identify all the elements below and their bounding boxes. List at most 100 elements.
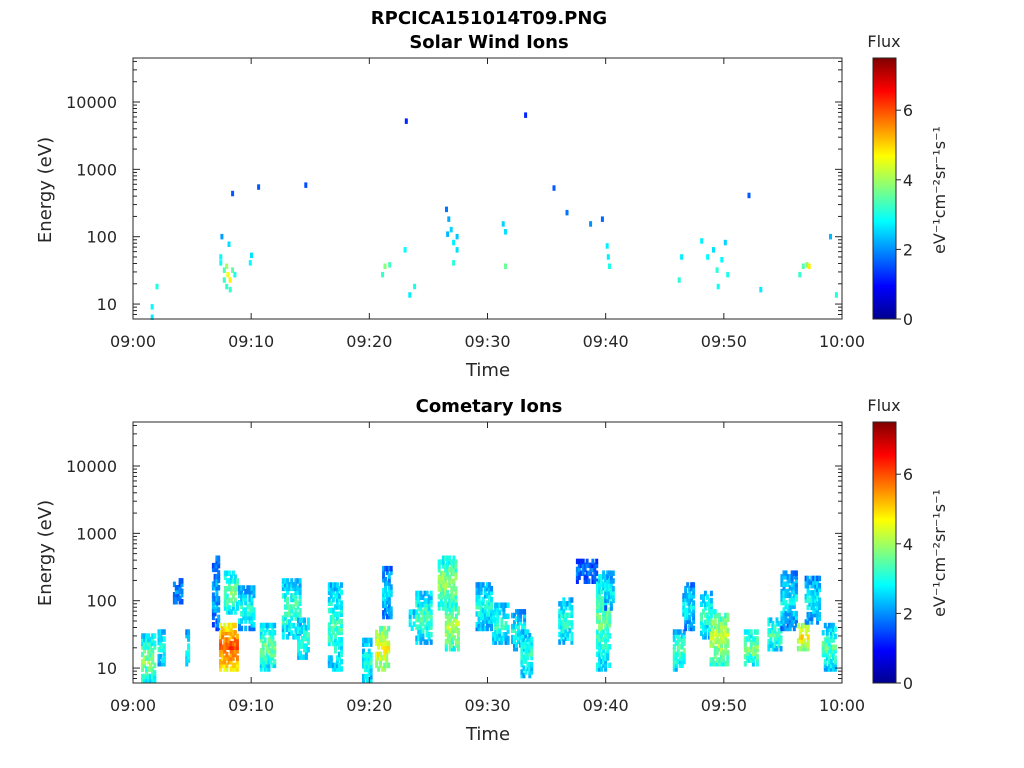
data-cell	[448, 627, 452, 634]
data-cell	[570, 604, 574, 611]
data-cell	[281, 626, 285, 633]
data-cell	[823, 651, 827, 658]
data-cell	[387, 606, 391, 612]
data-cell	[337, 637, 341, 643]
data-cell	[600, 644, 604, 650]
data-cell	[448, 617, 452, 623]
data-cell	[223, 601, 227, 607]
data-cell	[782, 581, 786, 587]
data-cell	[441, 586, 445, 592]
data-cell	[585, 570, 589, 576]
data-cell	[292, 581, 296, 588]
data-cell	[827, 655, 831, 661]
data-cell	[604, 636, 608, 643]
data-cell	[215, 555, 219, 561]
colorbar-tick-label: 0	[903, 310, 913, 329]
data-cell	[446, 631, 450, 637]
data-cell	[591, 566, 595, 573]
data-cell	[419, 624, 423, 630]
data-cell	[790, 610, 794, 617]
data-cell	[294, 585, 298, 592]
data-cell	[437, 559, 441, 565]
data-cell	[682, 629, 686, 635]
data-cell	[362, 652, 365, 658]
data-cell	[143, 673, 147, 680]
data-cell	[340, 658, 343, 665]
data-cell	[709, 590, 713, 597]
data-cell	[502, 632, 506, 638]
data-cell	[483, 625, 487, 632]
data-cell	[415, 616, 419, 623]
data-cell	[225, 570, 229, 576]
data-cell	[145, 666, 149, 672]
data-cell	[485, 582, 489, 588]
data-cell	[511, 612, 514, 619]
data-cell	[294, 630, 298, 636]
data-cell	[383, 263, 387, 269]
data-cell	[566, 601, 570, 607]
data-cell	[784, 570, 788, 576]
data-cell	[231, 190, 235, 197]
data-cell	[604, 658, 608, 665]
data-cell	[598, 644, 602, 650]
data-cell	[441, 605, 445, 611]
data-cell	[340, 637, 343, 643]
data-cell	[215, 592, 219, 598]
data-cell	[524, 112, 528, 118]
data-cell	[151, 659, 155, 665]
data-cell	[528, 651, 532, 657]
data-cell	[522, 643, 526, 650]
data-cell	[831, 622, 835, 629]
data-cell	[271, 651, 275, 658]
data-cell	[174, 592, 178, 598]
data-cell	[496, 632, 500, 638]
data-cell	[335, 596, 339, 603]
data-cell	[483, 614, 487, 621]
data-cell	[450, 563, 454, 569]
data-cell	[219, 640, 223, 647]
data-cell	[221, 630, 225, 636]
data-cell	[520, 672, 524, 679]
data-cell	[423, 616, 427, 623]
data-cell	[782, 599, 786, 606]
data-cell	[303, 628, 306, 634]
data-cell	[227, 637, 231, 643]
data-cell	[362, 677, 365, 684]
data-cell	[829, 662, 833, 669]
data-cell	[500, 621, 504, 627]
data-cell	[286, 600, 289, 606]
data-cell	[331, 611, 335, 617]
data-cell	[174, 599, 178, 605]
data-cell	[703, 634, 707, 640]
data-cell	[450, 602, 454, 608]
data-cell	[684, 625, 688, 632]
data-cell	[444, 593, 447, 600]
data-cell	[337, 593, 341, 599]
data-cell	[604, 589, 608, 596]
data-cell	[335, 604, 339, 610]
data-cell	[217, 599, 221, 606]
data-cell	[221, 648, 225, 654]
cometary-ylabel: Energy (eV)	[35, 500, 56, 606]
data-cell	[365, 666, 369, 673]
data-cell	[585, 558, 589, 565]
data-cell	[747, 192, 751, 199]
data-cell	[608, 263, 611, 269]
data-cell	[298, 608, 302, 614]
data-cell	[450, 590, 454, 596]
data-cell	[335, 618, 339, 625]
colorbar-tick-label: 6	[903, 465, 913, 484]
x-tick-label: 09:40	[583, 332, 629, 351]
data-cell	[604, 605, 608, 611]
data-cell	[384, 577, 387, 583]
data-cell	[711, 660, 715, 667]
x-tick-label: 09:20	[346, 332, 392, 351]
data-cell	[494, 609, 498, 616]
data-cell	[520, 658, 524, 664]
data-cell	[688, 622, 692, 628]
data-cell	[329, 607, 333, 614]
data-cell	[383, 666, 387, 672]
data-cell	[715, 267, 719, 273]
colorbar-tick-label: 0	[903, 674, 913, 693]
data-cell	[724, 627, 728, 634]
